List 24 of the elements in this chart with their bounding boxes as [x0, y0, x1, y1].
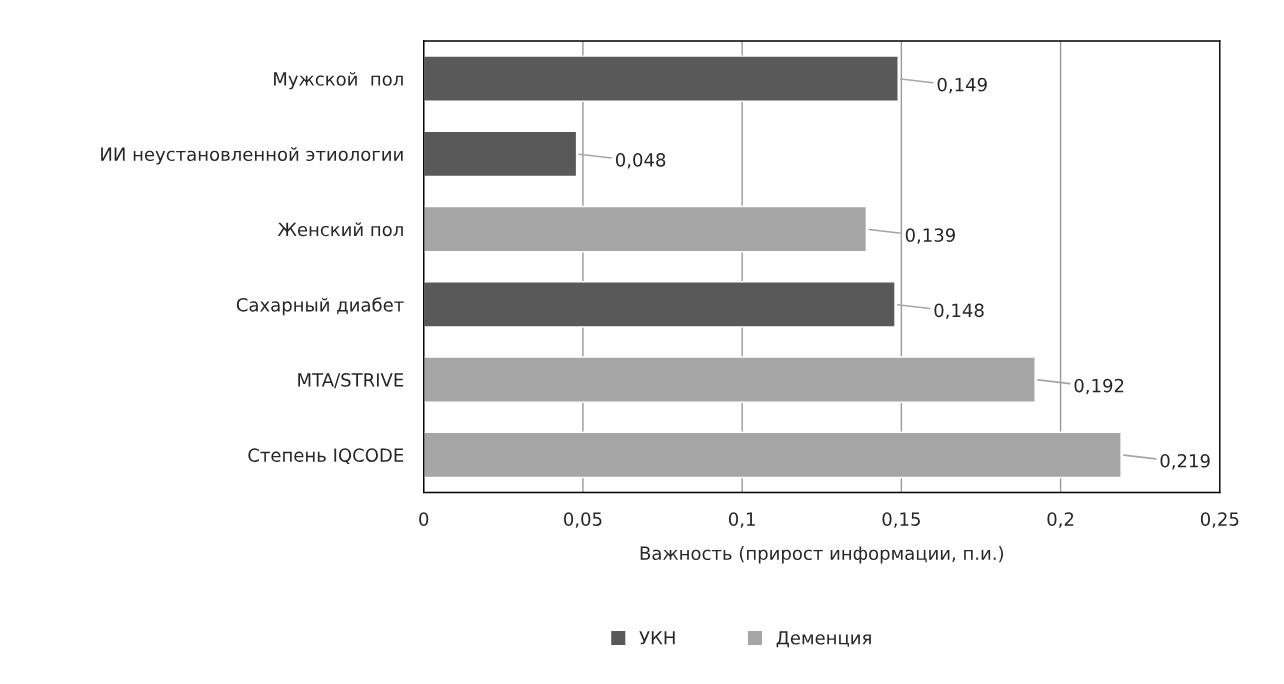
- x-tick-label: 0,2: [1047, 512, 1074, 528]
- y-tick-label: Мужской пол: [274, 71, 403, 90]
- x-tick-label: 0: [419, 512, 429, 526]
- data-label: 0,149: [937, 77, 987, 94]
- data-label: 0,148: [934, 303, 984, 319]
- x-tick-label: 0,15: [882, 512, 920, 528]
- bar: [423, 55, 899, 102]
- legend-label: Деменция: [776, 631, 871, 648]
- bar: [423, 281, 896, 328]
- bar: [423, 130, 578, 178]
- data-label: 0,139: [905, 228, 955, 244]
- y-tick-label: Степень IQCODE: [248, 448, 404, 465]
- x-axis-title: Важность (прирост информации, п.и.): [640, 546, 1004, 564]
- y-tick-label: Женский пол: [277, 222, 403, 237]
- legend-label: УКН: [639, 631, 675, 645]
- data-label: 0,192: [1074, 378, 1124, 395]
- x-tick-label: 0,05: [564, 512, 602, 528]
- x-tick-label: 0,1: [728, 512, 755, 528]
- y-tick-label: Сахарный диабет: [236, 297, 404, 316]
- y-tick-label: MTA/STRIVE: [298, 373, 404, 389]
- y-tick-label: ИИ неустановленной этиологии: [101, 147, 403, 165]
- data-label: 0,048: [615, 153, 666, 169]
- data-label: 0,219: [1160, 453, 1210, 470]
- x-tick-label: 0,25: [1200, 512, 1239, 528]
